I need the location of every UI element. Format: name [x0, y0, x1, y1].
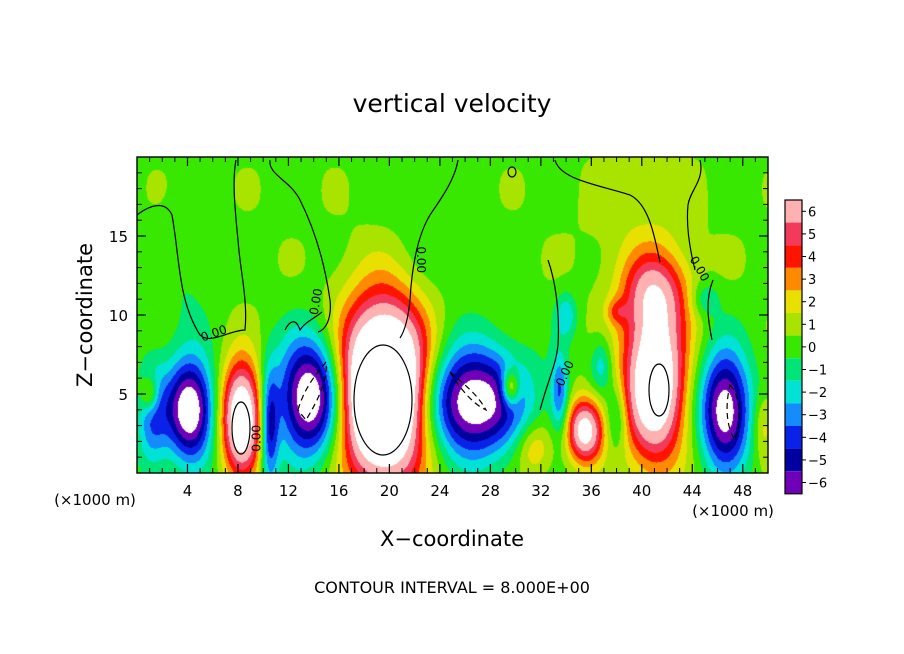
x-tick-label: 24	[430, 482, 449, 500]
x-unit-left: (×1000 m)	[54, 491, 136, 509]
colorbar-label: −1	[808, 364, 827, 379]
zero-contour	[686, 159, 702, 271]
plot-area: 0.000.000.000.000.000.00	[136, 156, 769, 474]
colorbar-swatch	[785, 200, 802, 223]
colorbar-label: 4	[808, 251, 816, 266]
x-tick-label: 36	[582, 482, 601, 500]
y-axis-label: Z−coordinate	[73, 243, 97, 387]
colorbar-label: −4	[808, 431, 827, 446]
x-tick-label: 12	[279, 482, 298, 500]
colorbar-swatch	[785, 267, 802, 291]
x-tick-labels: 4 8 12 16 20 24 28 32 36 40 44 48	[183, 482, 753, 500]
colorbar-label: 5	[808, 228, 816, 243]
colorbar-swatch	[785, 380, 802, 404]
colorbar: 6 5 4 3 2 1 0 −1 −2 −3 −4 −5 −6	[784, 199, 827, 495]
x-tick-label: 48	[733, 482, 752, 500]
colorbar-label: 6	[808, 205, 816, 220]
contour-lines	[137, 159, 740, 456]
colorbar-label: 3	[808, 273, 816, 288]
colorbar-swatch	[785, 471, 802, 494]
zero-contour	[507, 166, 517, 178]
colorbar-swatch	[785, 403, 802, 426]
x-tick-label: 40	[632, 482, 651, 500]
y-tick-label: 10	[109, 307, 128, 325]
zero-contour	[539, 259, 559, 411]
colorbar-swatch	[785, 426, 802, 449]
negative-contour	[449, 371, 488, 412]
colorbar-label: 2	[808, 296, 816, 311]
contour-label: 0.00	[414, 246, 428, 273]
colorbar-swatch	[785, 245, 802, 268]
zero-contour	[554, 159, 661, 263]
colorbar-swatch	[785, 358, 802, 381]
x-tick-label: 8	[233, 482, 243, 500]
colorbar-swatch	[785, 290, 802, 313]
contour-interval-note: CONTOUR INTERVAL = 8.000E+00	[314, 578, 590, 597]
colorbar-label: −2	[808, 386, 827, 401]
zero-contour	[284, 311, 323, 332]
colorbar-label: 0	[808, 341, 816, 356]
axis-ticks	[137, 157, 768, 473]
x-tick-label: 28	[481, 482, 500, 500]
zero-contour	[707, 279, 714, 341]
zero-contour	[648, 363, 670, 417]
x-tick-label: 44	[683, 482, 702, 500]
x-unit-right: (×1000 m)	[692, 502, 774, 520]
x-tick-label: 20	[380, 482, 399, 500]
chart-title: vertical velocity	[353, 89, 552, 118]
colorbar-label: 1	[808, 318, 816, 333]
colorbar-label: −6	[808, 477, 827, 492]
colorbar-swatch	[785, 335, 802, 359]
x-tick-label: 32	[531, 482, 550, 500]
y-tick-label: 15	[109, 228, 128, 246]
colorbar-swatch	[785, 448, 802, 472]
colorbar-swatch	[785, 313, 802, 336]
negative-contour	[726, 383, 740, 442]
zero-contour	[269, 159, 331, 333]
y-tick-labels: 5 10 15	[109, 228, 128, 404]
zero-contour	[137, 159, 247, 340]
y-tick-label: 5	[118, 386, 128, 404]
negative-contour	[297, 360, 327, 422]
zero-contour	[399, 159, 459, 339]
x-tick-label: 4	[183, 482, 193, 500]
colorbar-swatch	[785, 222, 802, 246]
x-axis-label: X−coordinate	[380, 527, 524, 551]
colorbar-label: −3	[808, 409, 827, 424]
zero-contour	[231, 401, 251, 455]
colorbar-label: −5	[808, 454, 827, 469]
contour-label: 0.00	[307, 287, 325, 316]
contour-label: 0.00	[250, 425, 264, 452]
zero-contour	[353, 344, 413, 456]
heatmap-field	[137, 157, 768, 473]
x-tick-label: 16	[329, 482, 348, 500]
